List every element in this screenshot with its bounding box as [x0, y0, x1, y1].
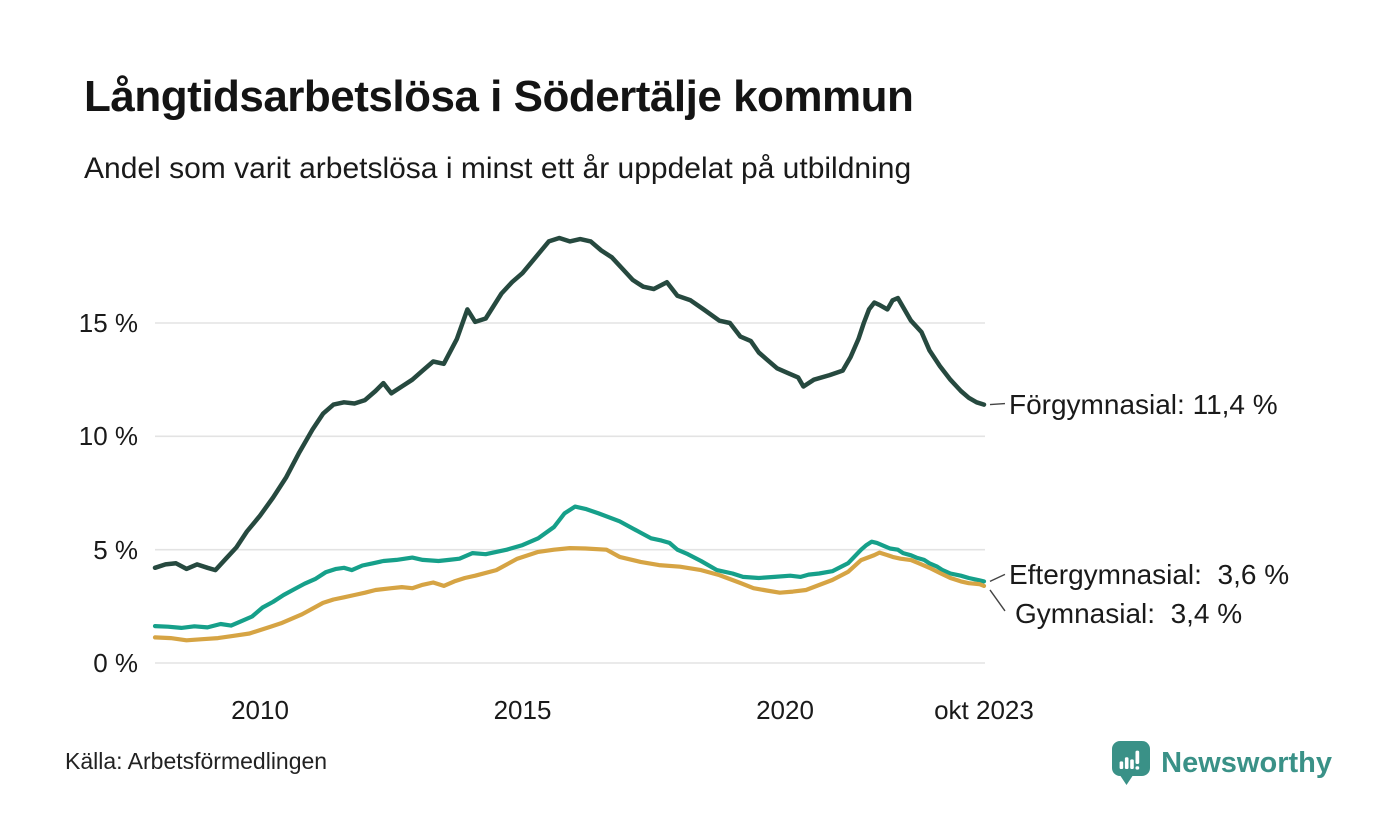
- series-line-eftergymnasial: [152, 504, 987, 631]
- connector-line: [989, 573, 1006, 583]
- connector-line: [989, 402, 1006, 406]
- newsworthy-logo[interactable]: Newsworthy: [1111, 740, 1332, 786]
- end-label-eftergymnasial: Eftergymnasial: 3,6 %: [1008, 559, 1290, 591]
- series-line-förgymnasial: [152, 235, 987, 573]
- source-note: Källa: Arbetsförmedlingen: [65, 748, 328, 774]
- end-label-gymnasial: Gymnasial: 3,4 %: [1014, 597, 1243, 629]
- series-lines: [152, 235, 987, 643]
- y-tick-label: 10 %: [78, 421, 138, 452]
- x-tick-label: okt 2023: [934, 695, 1034, 725]
- x-tick-label: 2015: [493, 695, 552, 725]
- brand-name: Newsworthy: [1161, 746, 1332, 779]
- gridlines: [155, 322, 985, 664]
- end-label-förgymnasial: Förgymnasial: 11,4 %: [1008, 388, 1278, 420]
- series-line-gymnasial: [152, 545, 987, 643]
- connector-line: [989, 589, 1006, 612]
- bar-chart-speech-bubble-icon: [1112, 741, 1151, 785]
- x-tick-label: 2010: [231, 695, 289, 725]
- x-tick-label: 2020: [756, 695, 814, 725]
- y-tick-label: 0 %: [93, 648, 138, 678]
- label-connectors: [989, 402, 1006, 612]
- chart-title: Långtidsarbetslösa i Södertälje kommun: [84, 72, 914, 121]
- y-tick-label: 15 %: [78, 307, 138, 338]
- y-tick-label: 5 %: [93, 534, 138, 565]
- chart-subtitle: Andel som varit arbetslösa i minst ett å…: [84, 152, 912, 185]
